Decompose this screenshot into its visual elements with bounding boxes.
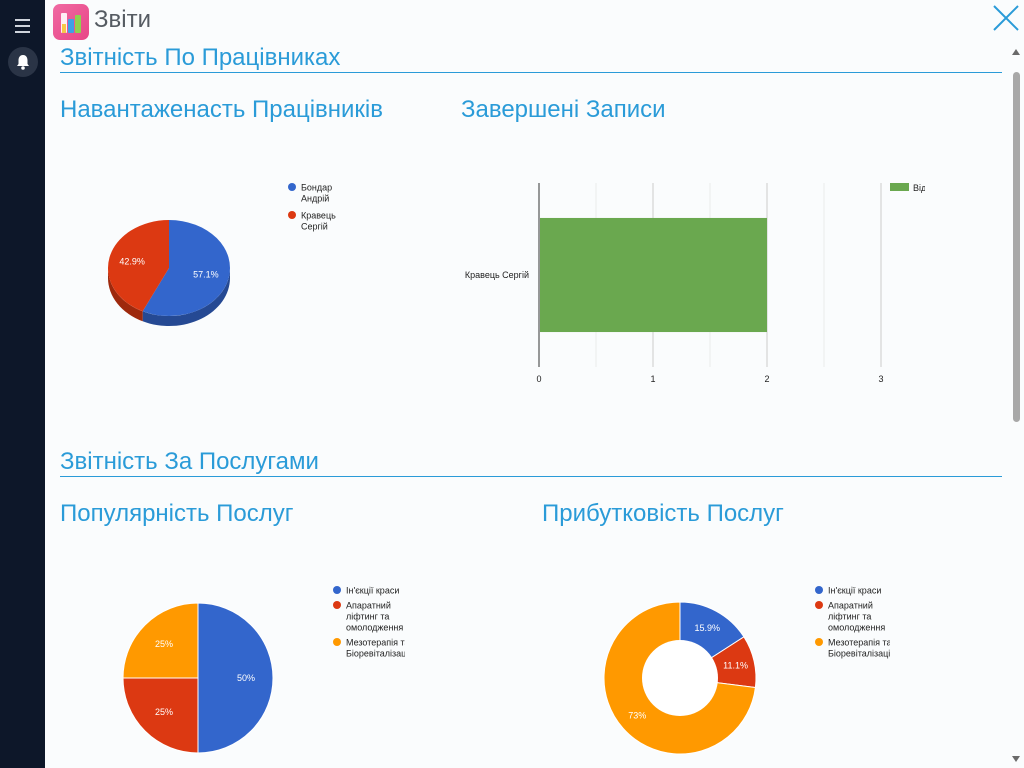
scroll-thumb[interactable] [1013, 72, 1020, 422]
chart-title-completed: Завершені Записи [461, 96, 666, 123]
pie-slice-label: 25% [155, 639, 173, 649]
pie-slice-label: 42.9% [119, 256, 145, 266]
scroll-down-icon[interactable] [1012, 756, 1020, 762]
profitability-donut-chart: 15.9% 11.1% 73% Ін'єкції краси Апаратний ліфт… [603, 586, 890, 755]
legend-marker [333, 638, 341, 646]
legend-marker [815, 601, 823, 609]
scrollbar[interactable] [1008, 44, 1024, 768]
legend-marker [890, 183, 909, 191]
pie-slice-side [108, 268, 143, 322]
chart-title-workload: Навантаженасть Працівників [60, 96, 384, 123]
x-tick-label: 3 [878, 374, 883, 384]
x-tick-label: 2 [764, 374, 769, 384]
donut-slice-label: 15.9% [695, 623, 721, 633]
pie-slice [107, 220, 169, 312]
legend-marker [815, 638, 823, 646]
pie-slice-label: 50% [237, 673, 255, 683]
pie-slice-label: 25% [155, 707, 173, 717]
bar [540, 217, 767, 333]
legend-marker [288, 183, 296, 191]
legend-label: Апаратний ліфтинг та омолодження [828, 601, 885, 633]
reports-app-icon [53, 4, 89, 40]
x-tick-label: 0 [536, 374, 541, 384]
legend-label: Ін'єкції краси [828, 586, 881, 596]
legend-label: Апаратний ліфтинг та омолодження [346, 601, 403, 633]
completed-bar-chart: 0 1 2 3 Кравець Сергій Відбувся [465, 183, 925, 384]
pie-slice-label: 57.1% [193, 270, 219, 280]
section-title-services: Звітність За Послугами [60, 448, 319, 475]
workload-pie-chart: 57.1% 42.9% Бондар Андрій Кравець Сергій [107, 183, 336, 326]
close-icon [993, 5, 1019, 31]
chart-title-popularity: Популярність Послуг [60, 500, 294, 527]
legend-marker [815, 586, 823, 594]
notifications-button[interactable] [8, 47, 38, 77]
bell-icon [17, 55, 29, 70]
popularity-pie-chart: 50% 25% 25% Ін'єкції краси Апаратний ліфтинг … [122, 586, 405, 754]
legend-marker [333, 601, 341, 609]
legend-label: Кравець Сергій [301, 211, 336, 232]
scroll-up-icon[interactable] [1012, 49, 1020, 55]
pie-slice-side [142, 268, 230, 326]
section-divider [60, 72, 1002, 73]
legend-marker [288, 211, 296, 219]
pie-slice [197, 602, 274, 754]
menu-icon[interactable] [12, 16, 34, 36]
legend-label: Ін'єкції краси [346, 586, 399, 596]
top-bar: Звіти [45, 0, 1024, 44]
pie-slice [122, 602, 199, 679]
legend-marker [333, 586, 341, 594]
x-tick-label: 1 [650, 374, 655, 384]
chart-title-profitability: Прибутковість Послуг [542, 500, 784, 527]
app-title: Звіти [94, 6, 151, 33]
donut-slice-label: 73% [628, 711, 646, 721]
legend-label: Бондар Андрій [301, 183, 332, 204]
donut-hole [642, 640, 718, 716]
donut-slice-label: 11.1% [723, 660, 748, 670]
section-divider [60, 476, 1002, 477]
sidebar [0, 0, 45, 768]
section-title-employees: Звітність По Працівниках [60, 44, 341, 71]
close-button[interactable] [991, 3, 1021, 33]
legend-label: Відбувся [913, 183, 925, 193]
y-category-label: Кравець Сергій [465, 270, 529, 280]
pie-slice [142, 220, 231, 316]
pie-slice [122, 677, 199, 754]
main-content: Звіти Звітність По Працівниках Навантаже… [45, 0, 1024, 768]
